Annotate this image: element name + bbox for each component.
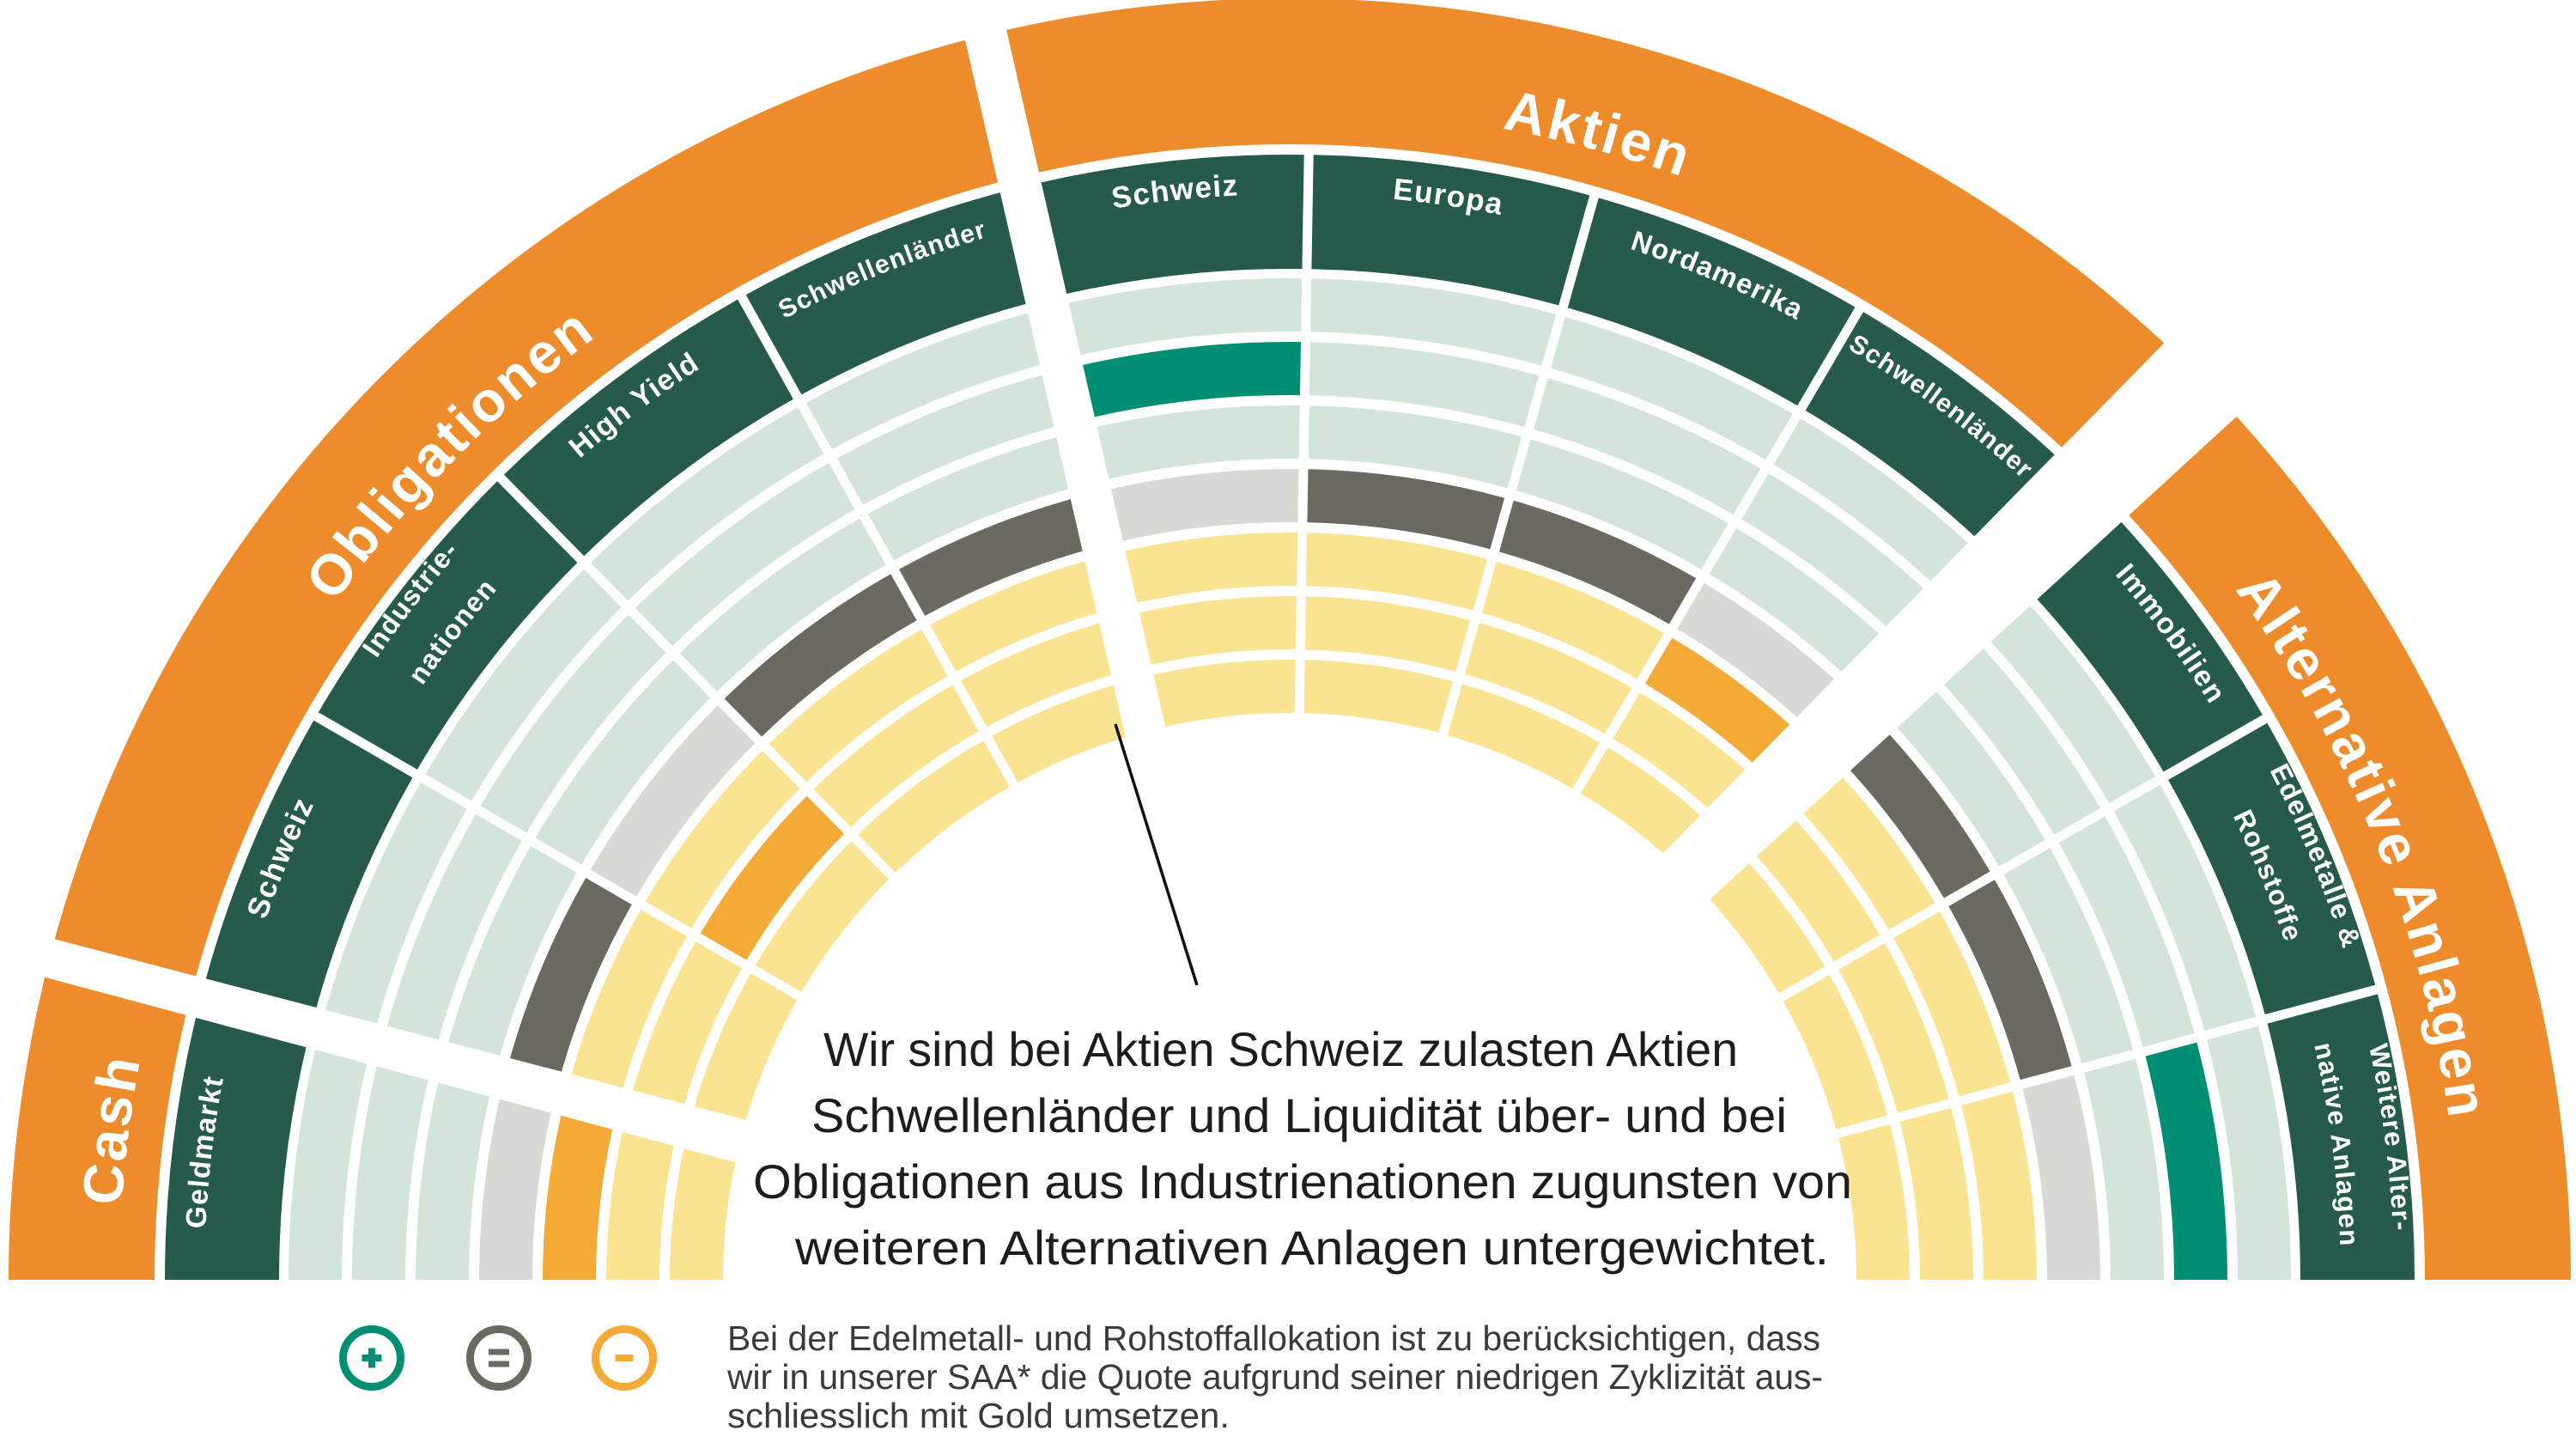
svg-text:weiteren Alternativen Anlagen: weiteren Alternativen Anlagen untergewic… (794, 1221, 1829, 1275)
svg-text:Wir sind bei Aktien Schweiz zu: Wir sind bei Aktien Schweiz zulasten Akt… (823, 1022, 1738, 1076)
svg-text:Obligationen aus Industrienati: Obligationen aus Industrienationen zugun… (753, 1154, 1852, 1209)
svg-text:Bei der Edelmetall- und Rohsto: Bei der Edelmetall- und Rohstoffallokati… (727, 1318, 1820, 1358)
svg-text:wir in unserer SAA* die Quote: wir in unserer SAA* die Quote aufgrund s… (726, 1357, 1823, 1397)
svg-text:Schwellenländer und Liquidität: Schwellenländer und Liquidität über- und… (811, 1088, 1787, 1142)
svg-text:schliesslich mit Gold umsetzen: schliesslich mit Gold umsetzen. (727, 1396, 1230, 1433)
